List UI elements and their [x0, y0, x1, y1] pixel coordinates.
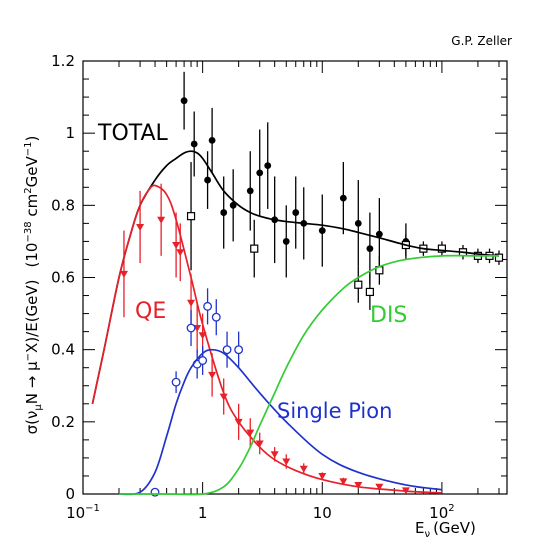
total-data-point — [208, 136, 216, 144]
y-tick-label: 0.2 — [51, 413, 75, 431]
x-tick-label: 10−1 — [66, 503, 100, 522]
total-data-point — [375, 230, 383, 238]
qe-data-point — [157, 216, 166, 224]
annotation-total: TOTAL — [97, 121, 169, 146]
y-label-part: − — [23, 353, 34, 361]
x-tick-label: 102 — [429, 503, 454, 522]
y-label-part: −38 — [23, 221, 34, 242]
qe-data-point — [187, 299, 196, 307]
qe-data-point — [136, 223, 145, 231]
y-axis-label: σ(νμN → μ−X)/E(GeV)(10−38 cm2GeV−1) — [23, 136, 44, 435]
qe-data-point — [246, 429, 255, 437]
qe-data-point — [172, 242, 181, 250]
x-axis-label-main: E — [415, 519, 424, 537]
qe-data-point — [282, 458, 291, 466]
total-data-point — [354, 219, 362, 227]
y-tick-label: 1 — [65, 124, 75, 142]
qe-data-point — [176, 249, 185, 257]
y-label-part: μ — [23, 361, 41, 371]
total-data-point — [256, 169, 264, 177]
y-tick-label: 0.6 — [51, 269, 75, 287]
y-label-part: cm — [23, 194, 41, 222]
single-pion-data-point — [150, 487, 160, 497]
qe-curve — [91, 184, 442, 494]
x-axis-label-unit: (GeV) — [433, 519, 476, 537]
total-data-point — [366, 245, 374, 253]
y-label-part: ) — [23, 136, 41, 142]
total-data-point — [292, 209, 300, 216]
y-label-part: GeV — [23, 156, 41, 188]
dis-curve — [119, 254, 499, 496]
total-data-point-open — [365, 287, 374, 297]
x-axis-label: Eν (GeV) — [415, 519, 476, 540]
total-data-point — [339, 194, 347, 202]
y-tick-label: 0 — [65, 485, 75, 503]
y-label-part: N → — [23, 371, 41, 404]
x-tick-label-exp: −1 — [85, 503, 100, 514]
single-pion-data-point — [171, 377, 181, 387]
single-pion-data-point — [222, 345, 232, 355]
x-tick-label-base: 10 — [66, 504, 85, 522]
total-data-point — [204, 176, 211, 184]
total-data-point-open — [250, 244, 259, 253]
total-data-point — [180, 97, 188, 105]
x-axis-label-sub: ν — [424, 529, 430, 540]
qe-data-point — [270, 451, 279, 459]
annotation-single-pion: Single Pion — [277, 399, 392, 423]
y-label-part: 2 — [23, 187, 34, 193]
qe-data-point — [208, 371, 217, 379]
annotation-qe: QE — [135, 299, 166, 324]
total-data-point — [282, 238, 290, 245]
total-data-point-open — [494, 253, 504, 262]
single-pion-data-point — [203, 301, 213, 311]
qe-data-point — [299, 465, 308, 473]
total-data-point — [264, 162, 272, 170]
y-label-part: ν — [23, 411, 41, 419]
qe-data-point — [375, 483, 384, 491]
total-data-point-open — [354, 280, 363, 289]
single-pion-data-point — [234, 345, 244, 355]
y-label-part: −1 — [23, 142, 34, 157]
total-data-point — [229, 201, 237, 209]
total-data-point — [246, 187, 254, 195]
single-pion-curve — [118, 348, 443, 496]
qe-data-point — [119, 270, 128, 278]
x-tick-label-base: 10 — [429, 504, 448, 522]
single-pion-data-point — [211, 312, 221, 322]
y-label-part: σ( — [23, 419, 41, 434]
single-pion-data-point — [186, 323, 196, 333]
qe-data-point — [339, 478, 348, 486]
y-label-part: μ — [33, 404, 44, 411]
annotation-dis: DIS — [370, 303, 407, 328]
qe-data-point — [255, 440, 264, 448]
y-tick-label: 0.4 — [51, 341, 75, 359]
total-curve — [91, 150, 500, 404]
qe-data-point — [354, 481, 363, 489]
y-tick-label: 0.8 — [51, 196, 75, 214]
total-data-point-open — [186, 212, 196, 221]
total-data-point — [190, 140, 198, 148]
x-tick-label: 1 — [198, 504, 208, 522]
total-data-point — [318, 227, 326, 234]
qe-data-point — [219, 393, 228, 401]
y-label-part: X)/E(GeV) — [23, 279, 41, 352]
x-tick-label: 10 — [313, 504, 332, 522]
y-label-part: (10 — [23, 243, 41, 268]
x-tick-label-exp: 2 — [448, 503, 454, 514]
qe-data-point — [318, 472, 327, 480]
total-data-point-open — [437, 244, 447, 253]
credit-label: G.P. Zeller — [451, 34, 512, 48]
single-pion-data-point — [198, 356, 208, 365]
y-tick-label: 1.2 — [51, 52, 75, 70]
total-data-point — [220, 209, 228, 216]
